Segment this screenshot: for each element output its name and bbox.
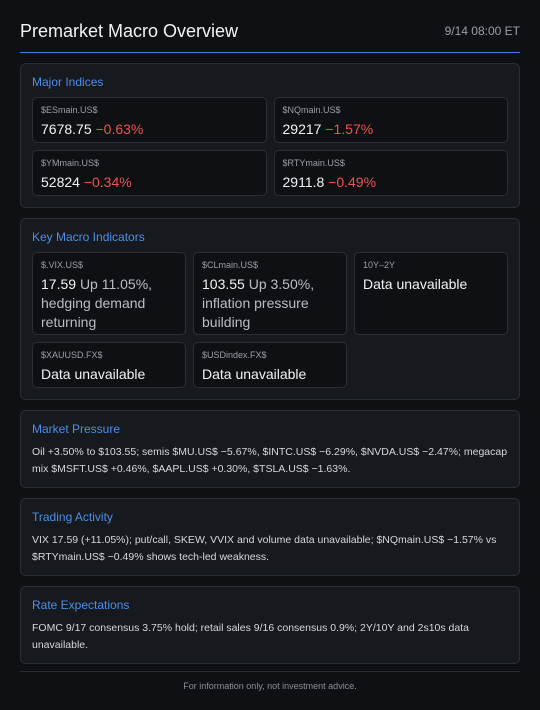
text-card: Market Pressure Oil +3.50% to $103.55; se… (20, 410, 520, 488)
price: 2911.8 (282, 174, 325, 190)
macro-value: Data unavailable (202, 365, 338, 384)
macro-tile: $.VIX.US$ 17.59 Up 11.05%, hedging demand… (32, 252, 186, 335)
change: −0.34% (83, 174, 132, 190)
quote: 29217 −1.57% (283, 120, 500, 139)
section-title: Trading Activity (32, 510, 113, 524)
header: Premarket Macro Overview 9/14 08:00 ET (20, 0, 520, 53)
timestamp: 9/14 08:00 ET (444, 24, 520, 38)
index-tile: $ESmain.US$ 7678.75 −0.63% (32, 97, 267, 143)
change: −0.63% (95, 121, 144, 137)
indices-card: Major Indices $ESmain.US$ 7678.75 −0.63% $N… (20, 63, 520, 208)
macro-value: 103.55 Up 3.50%, inflation pressure buil… (202, 275, 338, 332)
macro-value: 17.59 Up 11.05%, hedging demand returnin… (41, 275, 177, 332)
symbol: $RTYmain.US$ (282, 158, 345, 168)
macro-tile: $USDindex.FX$ Data unavailable (193, 342, 347, 388)
indices-grid: $ESmain.US$ 7678.75 −0.63% $NQmain.US$ 2921… (32, 97, 508, 196)
symbol: $XAUUSD.FX$ (41, 350, 103, 360)
value: 103.55 (202, 276, 245, 292)
value: Data unavailable (202, 366, 307, 382)
symbol: $USDindex.FX$ (202, 350, 267, 360)
symbol: $NQmain.US$ (282, 105, 341, 115)
section-text: VIX 17.59 (+11.05%); put/call, SKEW, VVI… (32, 534, 497, 563)
quote: 7678.75 −0.63% (41, 120, 258, 139)
note: Up 3.50%, inflation pressure building (202, 276, 315, 330)
symbol: $ESmain.US$ (41, 105, 98, 115)
symbol: $CLmain.US$ (202, 260, 259, 270)
symbol: $.VIX.US$ (41, 260, 84, 270)
macro-value: Data unavailable (363, 275, 499, 294)
change: −0.49% (328, 174, 377, 190)
macro-tile: $CLmain.US$ 103.55 Up 3.50%, inflation pr… (193, 252, 347, 335)
text-card: Rate Expectations FOMC 9/17 consensus 3.7… (20, 586, 520, 664)
symbol: 10Y–2Y (363, 260, 396, 270)
symbol: $YMmain.US$ (41, 158, 100, 168)
macro-tile: 10Y–2Y Data unavailable (354, 252, 508, 335)
section-text: Oil +3.50% to $103.55; semis $MU.US$ −5.… (32, 446, 508, 475)
section-title: Major Indices (32, 75, 104, 89)
index-tile: $YMmain.US$ 52824 −0.34% (32, 150, 267, 196)
quote: 2911.8 −0.49% (283, 173, 500, 192)
price: 29217 (282, 121, 322, 137)
price: 52824 (41, 174, 80, 190)
index-tile: $NQmain.US$ 29217 −1.57% (273, 97, 508, 143)
macro-tile: $XAUUSD.FX$ Data unavailable (32, 342, 186, 388)
section-title: Market Pressure (32, 422, 121, 436)
price: 7678.75 (41, 121, 92, 137)
section-title: Key Macro Indicators (32, 230, 145, 244)
content: Major Indices $ESmain.US$ 7678.75 −0.63% $N… (20, 63, 520, 664)
title: Premarket Macro Overview (20, 20, 239, 41)
quote: 52824 −0.34% (41, 173, 258, 192)
text-card: Trading Activity VIX 17.59 (+11.05%); put… (20, 498, 520, 576)
macro-value: Data unavailable (41, 365, 177, 384)
index-tile: $RTYmain.US$ 2911.8 −0.49% (273, 150, 508, 196)
note: Up 11.05%, hedging demand returning (41, 276, 153, 330)
footer: For information only, not investment adv… (20, 671, 520, 691)
value: Data unavailable (41, 366, 146, 382)
section-title: Rate Expectations (32, 598, 130, 612)
value: Data unavailable (363, 276, 468, 292)
macro-grid: $.VIX.US$ 17.59 Up 11.05%, hedging demand… (32, 252, 508, 388)
change: −1.57% (325, 121, 374, 137)
value: 17.59 (41, 276, 77, 292)
macro-card: Key Macro Indicators $.VIX.US$ 17.59 Up 11… (20, 218, 520, 400)
section-text: FOMC 9/17 consensus 3.75% hold; retail s… (32, 622, 469, 651)
